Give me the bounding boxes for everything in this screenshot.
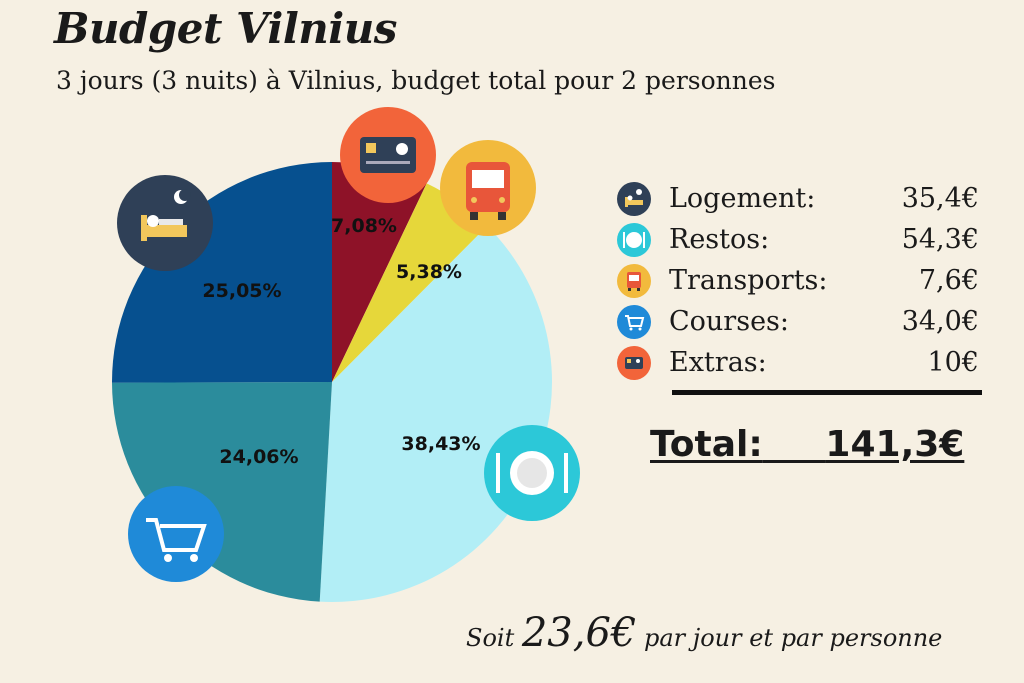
plate-icon — [484, 425, 580, 521]
cart-icon — [617, 304, 651, 339]
cart-icon — [128, 486, 224, 582]
chart-subtitle: 3 jours (3 nuits) à Vilnius, budget tota… — [56, 66, 776, 95]
legend: Logement: 35,4€ Restos: 54,3€ Transports… — [617, 178, 979, 383]
pie-label-logement: 25,05% — [202, 280, 281, 302]
legend-label: Logement: — [669, 183, 816, 214]
total: Total: 141,3€ — [650, 424, 964, 465]
total-value: 141,3€ — [825, 424, 965, 465]
pie-slice-courses — [112, 382, 332, 602]
legend-item-logement: Logement: 35,4€ — [617, 178, 979, 219]
legend-value: 54,3€ — [901, 224, 979, 255]
per-day-suffix: par jour et par personne — [636, 624, 943, 652]
legend-item-restos: Restos: 54,3€ — [617, 219, 979, 260]
per-day-prefix: Soit — [466, 624, 522, 652]
per-day-amount: 23,6€ — [521, 610, 637, 656]
legend-value: 7,6€ — [918, 265, 979, 296]
bed-icon — [117, 175, 213, 271]
total-divider — [672, 390, 982, 395]
pie-slice-extras — [332, 162, 427, 382]
pie-labels: 7,08% 5,38% 38,43% 24,06% 25,05% — [202, 215, 480, 468]
card-icon — [617, 345, 651, 380]
bus-icon — [617, 263, 651, 298]
legend-value: 10€ — [927, 347, 979, 378]
pie-chart: 7,08% 5,38% 38,43% 24,06% 25,05% — [112, 107, 580, 602]
chart-title: Budget Vilnius — [54, 4, 397, 53]
total-label: Total: — [650, 424, 763, 465]
legend-value: 34,0€ — [901, 306, 979, 337]
legend-label: Transports: — [669, 265, 828, 296]
pie-label-extras: 7,08% — [331, 215, 397, 237]
pie-label-courses: 24,06% — [219, 446, 298, 468]
bed-icon — [617, 181, 651, 216]
legend-item-transports: Transports: 7,6€ — [617, 260, 979, 301]
card-icon — [340, 107, 436, 203]
legend-value: 35,4€ — [901, 183, 979, 214]
per-day-note: Soit 23,6€ par jour et par personne — [466, 610, 942, 656]
legend-label: Courses: — [669, 306, 789, 337]
legend-item-courses: Courses: 34,0€ — [617, 301, 979, 342]
pie-label-restos: 38,43% — [401, 433, 480, 455]
pie-label-transports: 5,38% — [396, 261, 462, 283]
bus-icon — [440, 140, 536, 236]
pie-slice-transports — [332, 183, 488, 382]
legend-label: Restos: — [669, 224, 770, 255]
pie-slice-logement — [112, 162, 332, 383]
pie-slices — [112, 162, 552, 602]
pie-slice-restos — [319, 226, 552, 602]
legend-label: Extras: — [669, 347, 767, 378]
legend-item-extras: Extras: 10€ — [617, 342, 979, 383]
plate-icon — [617, 222, 651, 257]
pie-icons — [117, 107, 580, 582]
